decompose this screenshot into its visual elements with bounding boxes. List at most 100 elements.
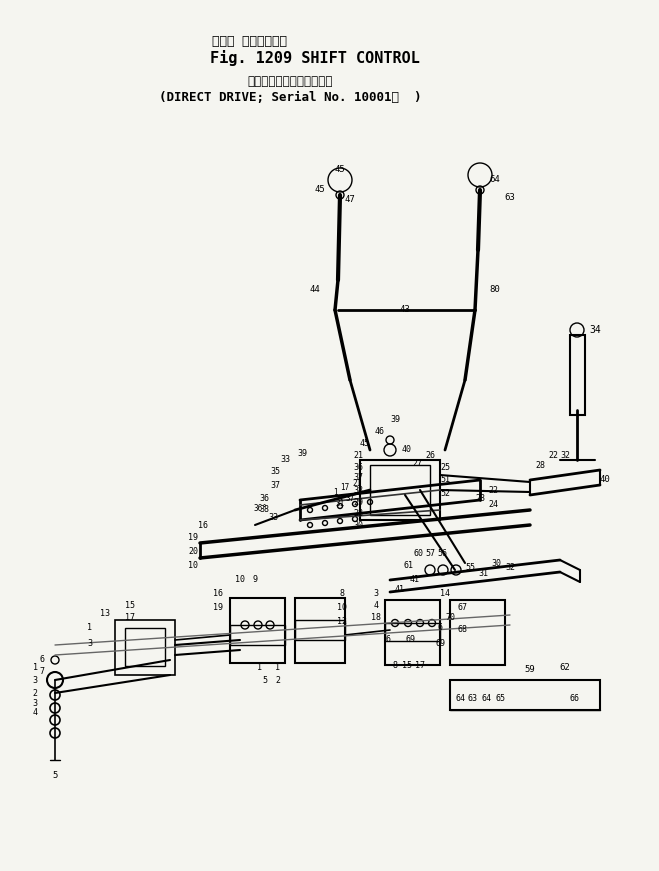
Text: 7: 7 xyxy=(40,667,45,677)
Text: 67: 67 xyxy=(457,603,467,611)
Text: 6: 6 xyxy=(40,656,45,665)
Text: 41: 41 xyxy=(395,585,405,595)
Text: 39: 39 xyxy=(297,449,307,457)
Text: 15: 15 xyxy=(125,600,135,610)
Bar xyxy=(360,460,440,520)
Text: 2: 2 xyxy=(32,688,38,698)
Text: 4: 4 xyxy=(32,707,38,717)
Text: 63: 63 xyxy=(505,192,515,201)
Bar xyxy=(370,465,430,515)
Text: 1: 1 xyxy=(88,624,92,632)
Text: 13: 13 xyxy=(100,609,110,618)
Text: 56: 56 xyxy=(437,549,447,557)
Text: 23: 23 xyxy=(475,494,485,503)
Text: 29: 29 xyxy=(353,497,363,507)
Text: 30: 30 xyxy=(353,521,363,530)
Text: 52: 52 xyxy=(440,489,450,497)
Text: 18: 18 xyxy=(371,612,381,622)
Text: 3: 3 xyxy=(88,638,92,647)
Bar xyxy=(125,628,165,666)
Text: 40: 40 xyxy=(600,476,610,484)
Text: 45: 45 xyxy=(360,438,370,448)
Text: 57: 57 xyxy=(425,549,435,557)
Text: 36: 36 xyxy=(259,494,269,503)
Text: 17: 17 xyxy=(415,660,425,670)
Text: 15: 15 xyxy=(402,660,412,670)
Text: 16: 16 xyxy=(198,521,208,530)
Text: シフト コントロール: シフト コントロール xyxy=(212,36,287,49)
Text: 32: 32 xyxy=(560,450,570,460)
Text: 69: 69 xyxy=(405,636,415,645)
Text: 41: 41 xyxy=(410,576,420,584)
Text: 31: 31 xyxy=(335,498,345,508)
Bar xyxy=(230,598,285,663)
Text: 55: 55 xyxy=(465,563,475,571)
Text: 24: 24 xyxy=(488,499,498,509)
Text: 25: 25 xyxy=(440,463,450,472)
Text: 21: 21 xyxy=(353,450,363,460)
Text: 65: 65 xyxy=(495,693,505,703)
Text: 33: 33 xyxy=(280,456,290,464)
Text: 36°: 36° xyxy=(253,503,267,512)
Text: 8: 8 xyxy=(393,660,397,670)
Text: 19: 19 xyxy=(188,534,198,543)
Text: 66: 66 xyxy=(570,693,580,703)
Text: 6: 6 xyxy=(438,624,442,632)
Text: 10: 10 xyxy=(188,561,198,570)
Text: 70: 70 xyxy=(445,612,455,622)
Text: 69: 69 xyxy=(435,638,445,647)
Text: 17: 17 xyxy=(341,483,350,491)
Bar xyxy=(385,600,440,665)
Text: 33: 33 xyxy=(268,514,278,523)
Text: 9: 9 xyxy=(252,576,258,584)
Bar xyxy=(450,600,505,665)
Text: 38: 38 xyxy=(259,505,269,515)
Text: 45: 45 xyxy=(314,186,326,194)
Text: 32: 32 xyxy=(505,564,515,572)
Text: 8: 8 xyxy=(339,589,345,598)
Text: 46: 46 xyxy=(375,428,385,436)
Text: 59: 59 xyxy=(525,665,535,674)
Text: 21: 21 xyxy=(353,478,362,488)
Text: 39: 39 xyxy=(390,415,400,424)
Text: Fig. 1209 SHIFT CONTROL: Fig. 1209 SHIFT CONTROL xyxy=(210,50,420,66)
Text: 10: 10 xyxy=(235,576,245,584)
Text: 6: 6 xyxy=(386,636,391,645)
Text: 27: 27 xyxy=(412,458,422,468)
Text: 47: 47 xyxy=(345,195,355,205)
Text: 37: 37 xyxy=(270,481,280,490)
Text: 4: 4 xyxy=(374,600,378,610)
Text: 1: 1 xyxy=(275,664,281,672)
Text: 12: 12 xyxy=(337,617,347,625)
Text: 1: 1 xyxy=(32,664,38,672)
Bar xyxy=(570,335,585,415)
Text: 37: 37 xyxy=(353,474,363,483)
Text: 62: 62 xyxy=(559,664,571,672)
Bar xyxy=(295,598,345,663)
Text: 10: 10 xyxy=(337,603,347,611)
Text: 19: 19 xyxy=(213,604,223,612)
Text: （クラッチ　式　適用号機: （クラッチ 式 適用号機 xyxy=(247,76,333,89)
Bar xyxy=(450,680,600,710)
Bar xyxy=(295,620,345,640)
Text: 34: 34 xyxy=(589,325,601,335)
Text: 31: 31 xyxy=(478,569,488,577)
Text: 51: 51 xyxy=(440,476,450,484)
Text: 63: 63 xyxy=(468,693,478,703)
Text: 61: 61 xyxy=(403,561,413,570)
Bar xyxy=(385,623,440,641)
Text: 5: 5 xyxy=(262,676,268,685)
Text: 64: 64 xyxy=(490,175,500,185)
Text: 22: 22 xyxy=(548,450,558,460)
Text: 17: 17 xyxy=(125,613,135,623)
Text: 45: 45 xyxy=(335,165,345,174)
Text: 30: 30 xyxy=(491,558,501,568)
Text: 5: 5 xyxy=(52,771,58,780)
Text: 3: 3 xyxy=(32,699,38,707)
Text: 43: 43 xyxy=(399,306,411,314)
Text: 28: 28 xyxy=(535,461,545,469)
Text: 37: 37 xyxy=(345,494,355,503)
Text: 60: 60 xyxy=(413,549,423,557)
Text: 1: 1 xyxy=(258,664,262,672)
Bar xyxy=(115,620,175,675)
